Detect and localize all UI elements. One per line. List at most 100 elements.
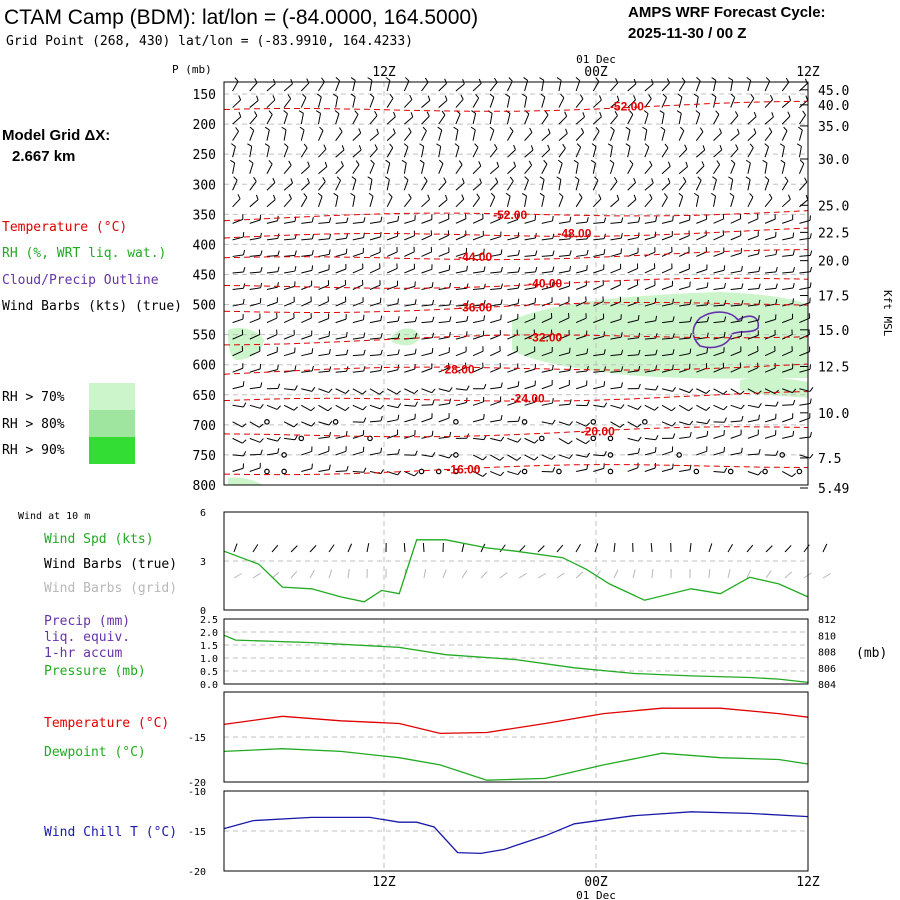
grid-barb — [746, 569, 752, 579]
barb-flag — [479, 178, 482, 184]
barb-staff — [300, 165, 310, 175]
barb-staff — [575, 384, 587, 390]
grid-barb — [727, 569, 731, 579]
height-tick-label: 12.5 — [818, 361, 849, 376]
true-barb — [650, 542, 653, 553]
barb-flag — [603, 249, 606, 255]
barb-flag — [552, 467, 556, 473]
barb-staff — [679, 321, 691, 324]
barb-staff — [592, 162, 596, 174]
barb-staff — [644, 404, 655, 411]
barb-staff — [747, 162, 751, 174]
barb-staff — [318, 269, 330, 274]
barb-flag — [783, 126, 788, 132]
barb-staff — [232, 271, 244, 274]
barb-staff — [610, 336, 622, 340]
barb-staff — [232, 287, 244, 291]
barb-flag — [655, 333, 658, 339]
barb-staff — [713, 304, 725, 307]
pressure-line — [223, 634, 809, 684]
barb-flag — [517, 470, 522, 475]
barb-staff — [593, 221, 605, 224]
barb-flag — [705, 389, 711, 394]
barb-flag — [552, 250, 555, 256]
barb-staff — [593, 385, 605, 390]
barb-staff — [318, 181, 326, 191]
barb-flag — [770, 94, 774, 100]
barb-flag — [272, 177, 276, 183]
height-tick-label: 40.0 — [818, 99, 849, 114]
barb-staff — [558, 285, 570, 290]
barb-staff — [387, 434, 398, 439]
barb-staff — [403, 197, 412, 208]
barb-flag — [677, 93, 683, 98]
barb-staff — [507, 236, 519, 241]
barb-staff — [764, 218, 776, 224]
barb-flag — [590, 159, 596, 164]
barb-staff — [576, 370, 588, 373]
barb-staff — [730, 218, 741, 224]
barb-staff — [335, 113, 340, 125]
barb-flag — [237, 194, 241, 200]
barb-flag — [517, 232, 520, 238]
temperature-contour-label: -32.00 — [528, 331, 562, 345]
barb-staff — [644, 198, 653, 208]
barb-staff — [730, 133, 740, 142]
barb-flag — [681, 77, 686, 83]
barb-flag — [393, 111, 396, 117]
barb-staff — [300, 197, 308, 208]
barb-flag — [758, 266, 761, 272]
barb-staff — [747, 288, 759, 291]
barb-staff — [352, 252, 364, 257]
barb-staff — [593, 238, 605, 241]
barb-staff — [266, 437, 278, 442]
barb-staff — [455, 182, 465, 191]
barb-flag — [316, 93, 322, 98]
pressure-tick-label: 400 — [193, 238, 216, 253]
barb-staff — [661, 320, 673, 324]
barb-flag — [544, 110, 549, 116]
barb-staff — [679, 469, 691, 472]
barb-staff — [249, 467, 261, 472]
barb-staff — [249, 350, 261, 357]
barb-flag — [586, 452, 590, 458]
barb-staff — [661, 166, 671, 175]
rh90-swatch — [89, 437, 135, 464]
barb-staff — [369, 251, 381, 257]
barb-staff — [610, 404, 622, 409]
barb-flag — [311, 348, 314, 354]
wind-chill-line — [223, 811, 809, 855]
barb-staff — [300, 82, 310, 92]
barb-flag — [802, 110, 806, 116]
barb-staff — [266, 254, 278, 257]
barb-staff — [318, 148, 327, 158]
barb-flag — [706, 282, 709, 288]
barb-flag — [620, 404, 625, 409]
barb-flag — [684, 144, 688, 150]
barb-staff — [524, 334, 535, 340]
barb-staff — [472, 97, 480, 108]
barb-flag — [470, 126, 476, 131]
grid-barb — [499, 572, 508, 579]
true-barb — [518, 545, 526, 553]
true-barb — [613, 543, 616, 553]
barb-staff — [283, 129, 287, 141]
barb-flag — [722, 390, 728, 395]
legend-wind-speed: Wind Spd (kts) — [44, 532, 154, 547]
cloud-outline — [692, 311, 760, 349]
barb-staff — [438, 163, 444, 174]
barb-staff — [541, 270, 553, 274]
barb-staff — [318, 421, 330, 426]
barb-flag — [283, 110, 288, 115]
barb-flag — [380, 469, 384, 474]
barb-flag — [345, 389, 350, 394]
barb-flag — [533, 456, 539, 461]
barb-staff — [541, 421, 553, 425]
barb-staff — [644, 302, 656, 307]
barb-staff — [301, 468, 313, 472]
barb-flag — [247, 143, 252, 147]
barb-flag — [638, 332, 641, 338]
barb-flag — [489, 93, 495, 98]
barb-flag — [672, 333, 675, 339]
barb-staff — [490, 319, 501, 324]
